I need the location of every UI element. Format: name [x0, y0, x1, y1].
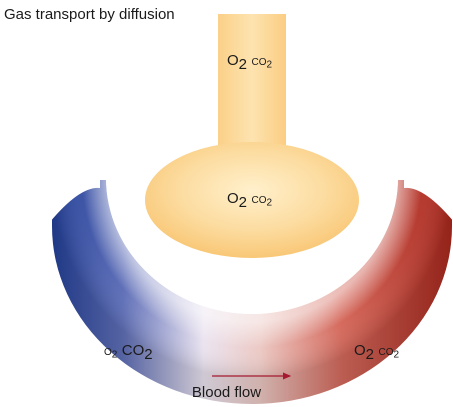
capillary-left-gas-label: O2 CO2 [104, 342, 153, 363]
alveolus [145, 142, 359, 258]
diagram-title: Gas transport by diffusion [4, 6, 175, 23]
blood-flow-label: Blood flow [191, 384, 262, 401]
alveolus-gas-label: O2 CO2 [227, 190, 273, 211]
capillary-right-gas-label: O2 CO2 [354, 342, 400, 363]
tube-gas-label: O2 CO2 [227, 52, 273, 73]
